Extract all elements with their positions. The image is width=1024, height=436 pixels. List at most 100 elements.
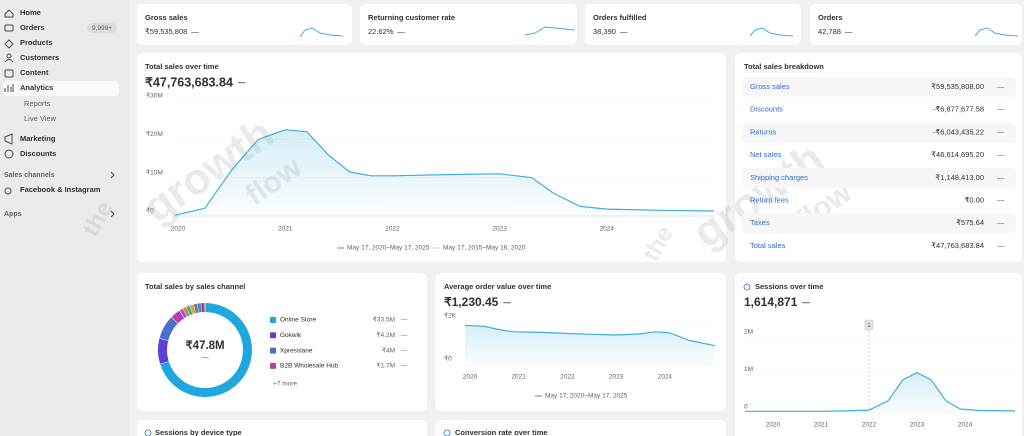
area [465,325,715,364]
dash: — [997,173,1005,182]
legend-swatch [270,317,276,323]
x-tick-label: 2024 [658,374,673,381]
dash: — [802,298,810,307]
donut-segment [158,338,169,364]
x-tick-label: 2022 [560,374,575,381]
icon [4,187,12,195]
kpi-title: Returning customer rate [368,13,455,22]
x-tick-label: 2020 [766,422,781,429]
nav-item[interactable]: Analytics [20,83,53,92]
row-value: ₹575.64 [956,218,984,227]
icon [6,53,12,59]
row-bg [742,122,1016,143]
section-label: Sales channels [4,172,55,179]
icon [4,9,14,18]
x-tick-label: 2021 [814,422,829,429]
row-bg [742,167,1016,188]
legend-label: Online Store [280,317,317,324]
nav-item[interactable]: Customers [20,53,59,62]
dash: — [997,218,1005,227]
x-tick-label: 2022 [862,422,877,429]
x-tick-label: 2020 [171,226,186,233]
row-label[interactable]: Total sales [750,241,786,250]
donut-other [190,304,196,314]
card-title: Sessions over time [755,282,823,291]
y-tick-label: ₹2K [444,312,457,320]
nav-item[interactable]: Content [20,68,49,77]
kpi-value: 38,390 [593,27,616,36]
row-label[interactable]: Taxes [750,218,770,227]
dash: — [845,27,853,36]
dash: — [503,298,511,307]
nav-sub-item: Reports [24,99,51,108]
kpi-card[interactable] [137,4,352,45]
legend-swatch [270,347,276,354]
row-label[interactable]: Discounts [750,105,783,114]
row-label[interactable]: Net sales [750,150,782,159]
x-tick-label: 2021 [511,374,526,381]
kpi-title: Orders fulfilled [593,13,647,22]
dash: — [997,195,1005,204]
row-label[interactable]: Return fees [750,195,789,204]
card-value: ₹47,763,683.84 [145,75,233,89]
sidebar-icons [4,9,115,218]
icon [4,84,14,92]
row-value: ₹59,535,808.00 [931,82,984,91]
sparkline [974,27,1019,37]
card [137,420,427,436]
nav-item[interactable]: Products [20,38,53,47]
donut-segment [171,310,185,324]
dash: — [997,82,1005,91]
nav-item[interactable]: Orders [20,23,45,32]
row-value: ₹0.00 [965,195,984,204]
nav-item[interactable]: Home [20,8,41,17]
section-label: Apps [4,211,22,218]
x-tick-label: 2023 [609,374,624,381]
kpi-card[interactable] [810,4,1022,45]
card [735,53,1022,262]
dash: — [401,317,408,324]
nav-sub-item: Live View [24,114,57,123]
legend-swatch [270,332,276,339]
donut-total: ₹47.8M [185,340,224,352]
row-label[interactable]: Shipping charges [750,173,808,182]
donut-other [186,305,193,316]
nav-item: Marketing [20,134,56,143]
x-tick-label: 2024 [600,226,615,233]
nav-item: Facebook & Instagram [20,185,101,194]
row-value: -₹6,043,435.22 [933,127,984,136]
x-tick-label: 2020 [463,374,478,381]
icon [4,24,14,32]
y-tick-label: ₹10M [146,168,163,176]
icon [4,59,14,63]
x-tick-label: 2023 [910,422,925,429]
card-title: Total sales by sales channel [145,282,245,291]
line [465,324,716,347]
legend-swatch [270,362,276,369]
legend-label: May 17, 2015–May 16, 2020 [443,245,526,252]
card-title: Sessions by device type [155,428,242,436]
legend-label: Xpresslane [280,347,313,354]
kpi-card[interactable] [585,4,801,45]
y-tick-label: 0 [744,404,748,411]
row-value: ₹46,614,695.20 [931,150,984,159]
card [137,273,427,411]
sparklines [299,26,1019,38]
info-icon [144,429,152,436]
kpi-title: Orders [818,13,843,22]
card-title: Total sales breakdown [744,62,824,71]
row-label[interactable]: Returns [750,127,777,136]
kpi-card[interactable] [360,4,577,45]
legend-value: ₹4M [382,346,395,354]
dash: — [401,347,408,354]
y-tick-label: 2M [744,329,753,336]
legend-label: May 17, 2020–May 17, 2025 [347,245,430,252]
nav-selected [3,81,119,96]
y-tick-label: ₹0 [146,207,154,215]
badge [87,23,117,33]
info-icon [743,283,751,291]
y-tick-label: ₹20M [146,130,163,138]
legend-label: B2B Wholesale Hub [280,363,339,370]
row-label[interactable]: Gross sales [750,82,790,91]
